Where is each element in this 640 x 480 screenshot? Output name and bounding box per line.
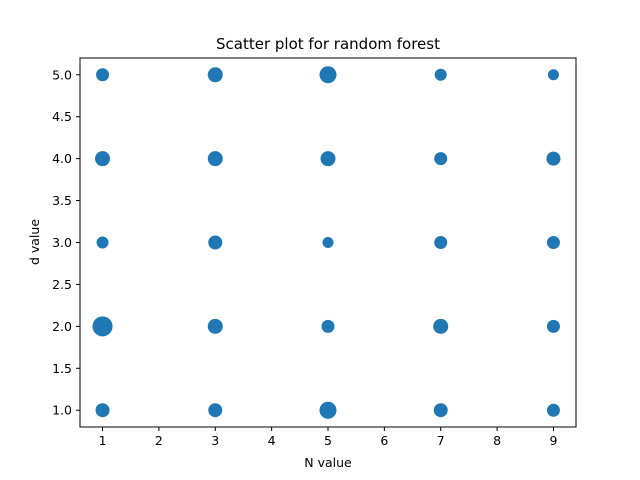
data-point [207,151,223,167]
data-point [96,68,110,82]
data-point [434,236,448,249]
data-point [546,319,560,333]
data-point [433,403,448,418]
data-point [320,151,336,167]
x-tick-label: 4 [268,433,276,448]
data-points [92,66,561,419]
x-tick-label: 3 [211,433,219,448]
data-point [95,151,111,167]
y-tick-label: 1.0 [52,403,72,418]
data-point [433,318,449,334]
y-tick-label: 3.0 [52,235,72,250]
data-point [546,151,561,166]
x-tick-label: 5 [324,433,332,448]
data-point [322,237,334,248]
data-point [95,403,110,418]
y-tick-label: 4.5 [52,109,72,124]
data-point [319,401,337,419]
x-tick-label: 8 [493,433,501,448]
data-point [434,152,448,166]
data-point [92,316,113,337]
x-axis-ticks: 1 2 3 4 5 6 7 8 9 [99,427,557,448]
data-point [434,68,447,81]
data-point [319,66,337,84]
y-tick-label: 3.5 [52,193,72,208]
data-point [546,236,560,249]
y-tick-label: 2.5 [52,277,72,292]
y-tick-label: 2.0 [52,319,72,334]
chart-title: Scatter plot for random forest [216,35,440,53]
x-tick-label: 9 [549,433,557,448]
x-axis-label: N value [304,455,352,470]
x-tick-label: 7 [437,433,445,448]
data-point [321,319,335,333]
data-point [546,403,560,417]
y-tick-label: 5.0 [52,67,72,82]
x-tick-label: 1 [99,433,107,448]
data-point [208,403,223,418]
x-tick-label: 2 [155,433,163,448]
data-point [207,67,223,83]
data-point [208,235,223,250]
y-axis-label: d value [27,219,42,265]
data-point [96,236,109,249]
y-axis-ticks: 1.0 1.5 2.0 2.5 3.0 3.5 4.0 4.5 5.0 [52,67,80,418]
data-point [547,69,559,81]
y-tick-label: 1.5 [52,361,72,376]
y-tick-label: 4.0 [52,151,72,166]
data-point [207,318,223,334]
x-tick-label: 6 [380,433,388,448]
